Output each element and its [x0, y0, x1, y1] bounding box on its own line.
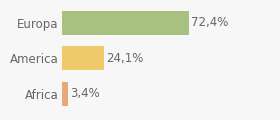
Text: 72,4%: 72,4%	[191, 16, 228, 29]
Bar	[62, 46, 104, 70]
Bar	[62, 82, 67, 106]
Text: 24,1%: 24,1%	[106, 52, 144, 65]
Text: 3,4%: 3,4%	[70, 87, 99, 100]
Bar	[62, 11, 189, 35]
